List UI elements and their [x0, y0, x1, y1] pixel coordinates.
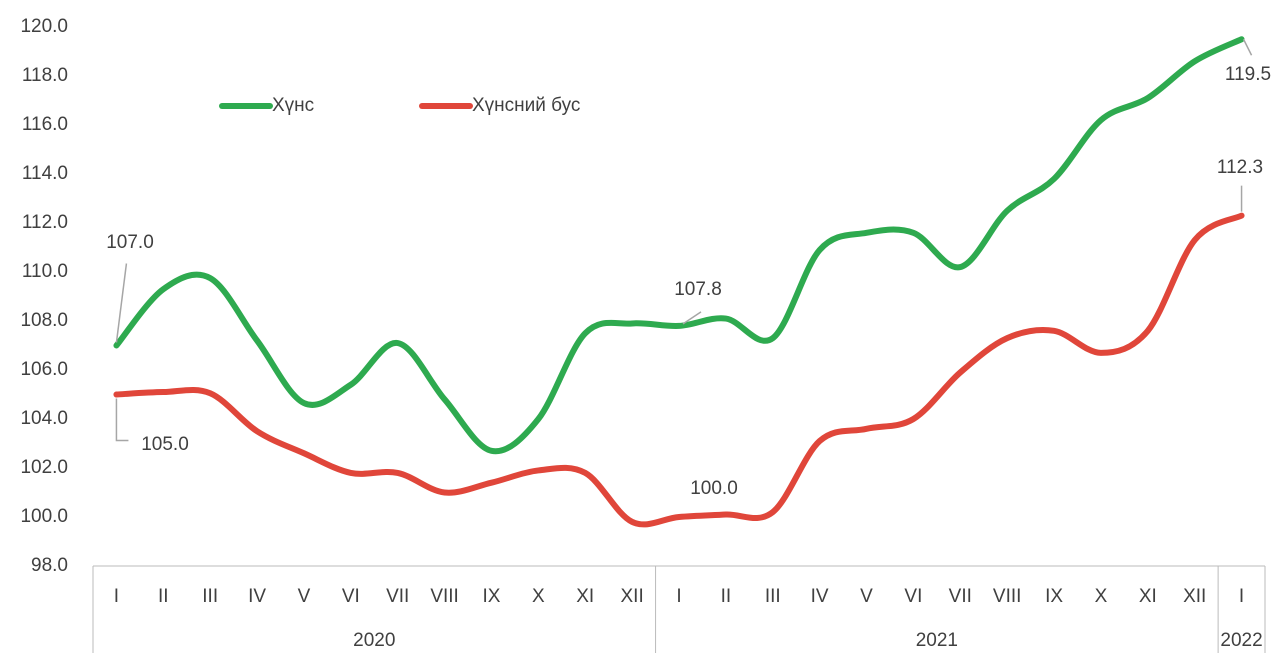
- x-tick-label: II: [721, 586, 732, 607]
- leader-line: [115, 398, 129, 442]
- x-tick-label: I: [676, 586, 681, 607]
- x-tick-label: XII: [1183, 586, 1206, 607]
- data-label: 112.3: [1217, 157, 1263, 178]
- data-label: 100.0: [690, 478, 738, 499]
- x-tick-label: IX: [483, 586, 501, 607]
- x-tick-label: IX: [1045, 586, 1063, 607]
- group-label: 2021: [916, 630, 958, 651]
- y-tick-label: 116.0: [22, 114, 68, 135]
- legend-label: Хүнсний бус: [472, 95, 580, 116]
- group-label: 2022: [1220, 630, 1262, 651]
- x-tick-label: X: [532, 586, 545, 607]
- legend-label: Хүнс: [272, 95, 314, 116]
- y-tick-label: 112.0: [22, 212, 68, 233]
- y-tick-label: 104.0: [20, 408, 68, 429]
- x-tick-label: VII: [949, 586, 972, 607]
- data-label: 107.0: [106, 232, 154, 253]
- group-label: 2020: [353, 630, 395, 651]
- leader-line: [115, 263, 128, 343]
- series-line: [113, 212, 1245, 528]
- x-tick-label: I: [1239, 586, 1244, 607]
- y-tick-label: 108.0: [20, 310, 68, 331]
- x-tick-label: XII: [621, 586, 644, 607]
- data-label: 105.0: [141, 434, 189, 455]
- x-tick-label: XI: [1139, 586, 1157, 607]
- x-tick-label: IV: [248, 586, 266, 607]
- x-tick-label: VIII: [993, 586, 1022, 607]
- x-tick-label: V: [860, 586, 873, 607]
- x-tick-label: V: [298, 586, 311, 607]
- x-tick-label: III: [202, 586, 218, 607]
- x-tick-label: I: [114, 586, 119, 607]
- y-tick-label: 100.0: [20, 506, 68, 527]
- x-tick-label: VII: [386, 586, 409, 607]
- y-tick-label: 102.0: [20, 457, 68, 478]
- x-tick-label: VIII: [430, 586, 459, 607]
- leader-line: [682, 311, 702, 325]
- x-tick-label: III: [765, 586, 781, 607]
- x-tick-label: II: [158, 586, 169, 607]
- series-line: [113, 36, 1245, 455]
- x-tick-label: VI: [904, 586, 922, 607]
- x-tick-label: X: [1095, 586, 1108, 607]
- y-tick-label: 98.0: [31, 555, 68, 576]
- y-tick-label: 106.0: [20, 359, 68, 380]
- data-label: 119.5: [1225, 64, 1271, 85]
- data-label: 107.8: [674, 279, 722, 300]
- x-tick-label: VI: [342, 586, 360, 607]
- x-tick-label: XI: [576, 586, 594, 607]
- leader-line: [1242, 38, 1253, 56]
- y-tick-label: 114.0: [22, 163, 68, 184]
- y-tick-label: 110.0: [22, 261, 68, 282]
- y-tick-label: 120.0: [20, 16, 68, 37]
- x-tick-label: IV: [811, 586, 829, 607]
- y-tick-label: 118.0: [22, 65, 68, 86]
